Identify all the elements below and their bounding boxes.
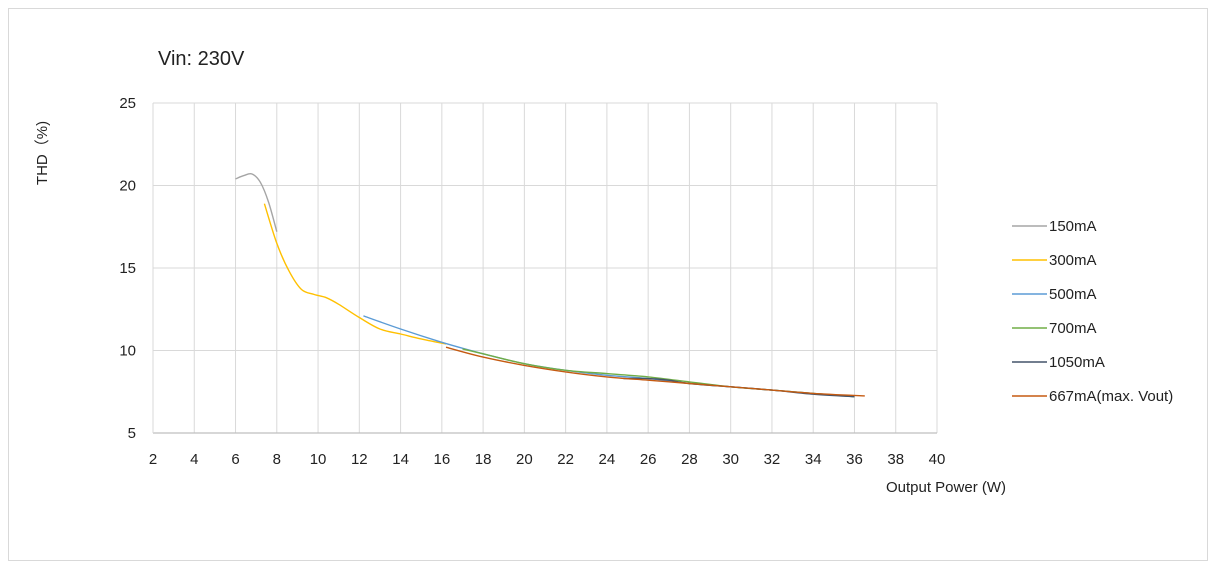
x-tick-label: 18 xyxy=(475,451,492,468)
chart-frame xyxy=(8,8,1208,561)
legend-label: 150mA xyxy=(1049,218,1097,235)
legend-label: 1050mA xyxy=(1049,354,1105,371)
chart-title: Vin: 230V xyxy=(158,48,245,70)
y-axis-label: THD（%) xyxy=(34,121,51,185)
x-tick-label: 22 xyxy=(557,451,574,468)
x-tick-label: 20 xyxy=(516,451,533,468)
series-lines xyxy=(235,172,865,398)
legend-label: 500mA xyxy=(1049,286,1097,303)
series-line-500ma xyxy=(363,315,855,398)
series-line-150ma xyxy=(235,172,278,232)
series-line-700ma xyxy=(462,348,855,398)
x-axis-label: Output Power (W) xyxy=(886,479,1006,496)
x-tick-label: 30 xyxy=(722,451,739,468)
y-tick-label: 15 xyxy=(119,260,136,277)
x-tick-label: 10 xyxy=(310,451,327,468)
x-tick-label: 2 xyxy=(149,451,157,468)
legend: 150mA 300mA 500mA 700mA 1050mA 667mA(max. Vou… xyxy=(1012,218,1173,405)
y-tick-label: 10 xyxy=(119,343,136,360)
x-tick-label: 34 xyxy=(805,451,822,468)
grid-lines xyxy=(153,102,938,433)
x-tick-label: 6 xyxy=(231,451,239,468)
x-tick-label: 12 xyxy=(351,451,368,468)
x-tick-label: 8 xyxy=(273,451,281,468)
x-tick-label: 24 xyxy=(599,451,616,468)
legend-label: 667mA(max. Vout) xyxy=(1049,388,1173,405)
y-tick-labels: 5 10 15 20 25 xyxy=(119,95,136,442)
series-line-300ma xyxy=(263,203,447,345)
x-tick-label: 38 xyxy=(887,451,904,468)
x-tick-label: 14 xyxy=(392,451,409,468)
x-tick-label: 32 xyxy=(764,451,781,468)
series-line-667ma-max-vout xyxy=(445,346,865,397)
x-tick-label: 16 xyxy=(433,451,450,468)
x-tick-label: 4 xyxy=(190,451,198,468)
x-tick-label: 28 xyxy=(681,451,698,468)
x-tick-labels: 2 4 6 8 10 12 14 16 18 20 22 24 26 28 30 32 34 36 38 40 xyxy=(149,451,946,468)
legend-label: 300mA xyxy=(1049,252,1097,269)
y-tick-label: 25 xyxy=(119,95,136,112)
x-tick-label: 26 xyxy=(640,451,657,468)
y-tick-label: 20 xyxy=(119,178,136,195)
y-tick-label: 5 xyxy=(128,425,136,442)
x-tick-label: 36 xyxy=(846,451,863,468)
x-tick-label: 40 xyxy=(929,451,946,468)
legend-label: 700mA xyxy=(1049,320,1097,337)
axes xyxy=(152,103,937,434)
